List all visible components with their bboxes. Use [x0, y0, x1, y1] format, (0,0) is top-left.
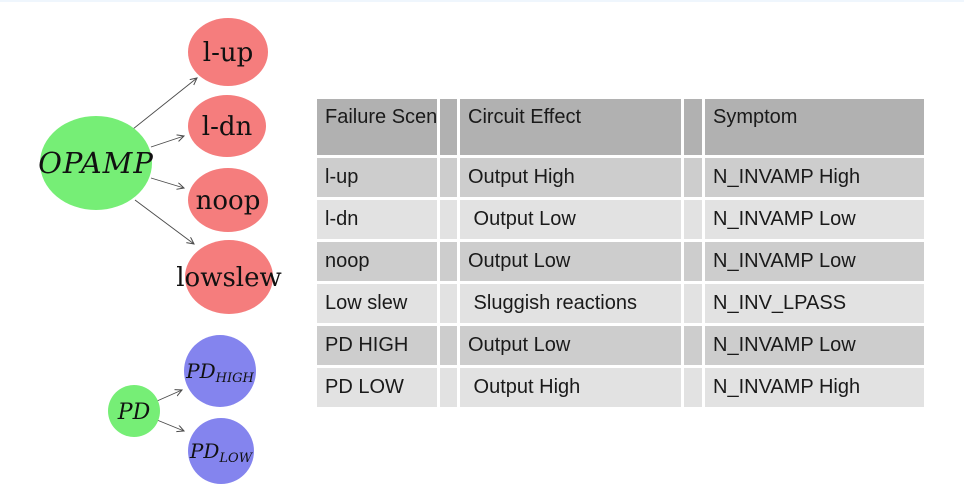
cell-symptom: N_INVAMP Low — [702, 323, 927, 368]
cell-effect: Output Low — [457, 239, 684, 284]
l-up-ellipse — [188, 18, 268, 86]
cell-scenario: Low slew — [314, 281, 440, 326]
cell-symptom: N_INV_LPASS — [702, 281, 927, 326]
l-up-label: l-up — [203, 38, 254, 68]
gap-cell — [437, 365, 460, 410]
pd-high-ellipse — [184, 335, 256, 407]
opamp-ellipse — [40, 116, 152, 210]
pd-low-node: PDLOW — [188, 418, 254, 484]
gap-cell — [437, 155, 460, 200]
cell-scenario: PD LOW — [314, 365, 440, 410]
gap-cell — [681, 365, 705, 410]
header-circuit-effect: Circuit Effect — [457, 96, 684, 158]
table-row: PD LOW Output High N_INVAMP High — [314, 365, 927, 410]
pd-low-main: PD — [189, 439, 220, 463]
pd-low-ellipse — [188, 418, 254, 484]
gap-cell — [437, 197, 460, 242]
cell-scenario: l-dn — [314, 197, 440, 242]
cell-symptom: N_INVAMP Low — [702, 239, 927, 284]
failure-node-lowslew: lowslew — [176, 240, 282, 314]
diagram-edges — [132, 78, 197, 431]
cell-symptom: N_INVAMP High — [702, 155, 927, 200]
table-row: Low slew Sluggish reactions N_INV_LPASS — [314, 281, 927, 326]
cell-effect: Output Low — [457, 197, 684, 242]
edge-opamp-noop — [150, 177, 184, 188]
table-header-row: Failure Scenario Circuit Effect Symptom — [314, 96, 927, 158]
header-symptom: Symptom — [702, 96, 927, 158]
pd-high-sub: HIGH — [215, 371, 255, 386]
failure-scenario-table: Failure Scenario Circuit Effect Symptom … — [314, 96, 927, 410]
noop-label: noop — [196, 186, 261, 216]
table-row: noop Output Low N_INVAMP Low — [314, 239, 927, 284]
l-dn-ellipse — [188, 95, 266, 157]
opamp-node: OPAMP — [38, 116, 154, 210]
fault-tree-diagram: OPAMP l-up l-dn noop lowslew PD PDHIGH P… — [38, 18, 282, 484]
gap-cell — [681, 281, 705, 326]
cell-effect: Sluggish reactions — [457, 281, 684, 326]
noop-ellipse — [188, 168, 268, 232]
cell-effect: Output High — [457, 155, 684, 200]
gap-cell — [437, 281, 460, 326]
pd-label: PD — [117, 400, 151, 425]
gap-cell — [681, 155, 705, 200]
pd-node: PD — [108, 385, 160, 437]
gap-cell — [681, 197, 705, 242]
table-row: PD HIGH Output Low N_INVAMP Low — [314, 323, 927, 368]
gap-cell — [437, 239, 460, 284]
header-gap-cell — [681, 96, 705, 158]
failure-node-l-up: l-up — [188, 18, 268, 86]
cell-symptom: N_INVAMP High — [702, 365, 927, 410]
cell-symptom: N_INVAMP Low — [702, 197, 927, 242]
table-row: l-dn Output Low N_INVAMP Low — [314, 197, 927, 242]
window-top-edge — [0, 0, 964, 2]
cell-scenario: PD HIGH — [314, 323, 440, 368]
edge-opamp-lowslew — [134, 199, 194, 244]
cell-scenario: l-up — [314, 155, 440, 200]
l-dn-label: l-dn — [202, 112, 253, 142]
header-gap-cell — [437, 96, 460, 158]
edge-pd-pdlow — [156, 419, 184, 431]
pd-high-label: PDHIGH — [185, 359, 254, 386]
gap-cell — [437, 323, 460, 368]
pd-high-main: PD — [185, 359, 216, 383]
cell-effect: Output High — [457, 365, 684, 410]
failure-node-l-dn: l-dn — [188, 95, 266, 157]
pd-low-label: PDLOW — [189, 439, 254, 466]
pd-high-node: PDHIGH — [184, 335, 256, 407]
cell-effect: Output Low — [457, 323, 684, 368]
lowslew-ellipse — [185, 240, 273, 314]
pd-low-sub: LOW — [218, 451, 253, 466]
header-failure-scenario: Failure Scenario — [314, 96, 440, 158]
pd-ellipse — [108, 385, 160, 437]
edge-opamp-lup — [132, 78, 197, 130]
table-row: l-up Output High N_INVAMP High — [314, 155, 927, 200]
gap-cell — [681, 323, 705, 368]
edge-pd-pdhigh — [156, 390, 182, 402]
edge-opamp-ldn — [150, 136, 184, 148]
gap-cell — [681, 239, 705, 284]
failure-node-noop: noop — [188, 168, 268, 232]
cell-scenario: noop — [314, 239, 440, 284]
opamp-label: OPAMP — [38, 146, 154, 180]
lowslew-label: lowslew — [176, 263, 282, 293]
